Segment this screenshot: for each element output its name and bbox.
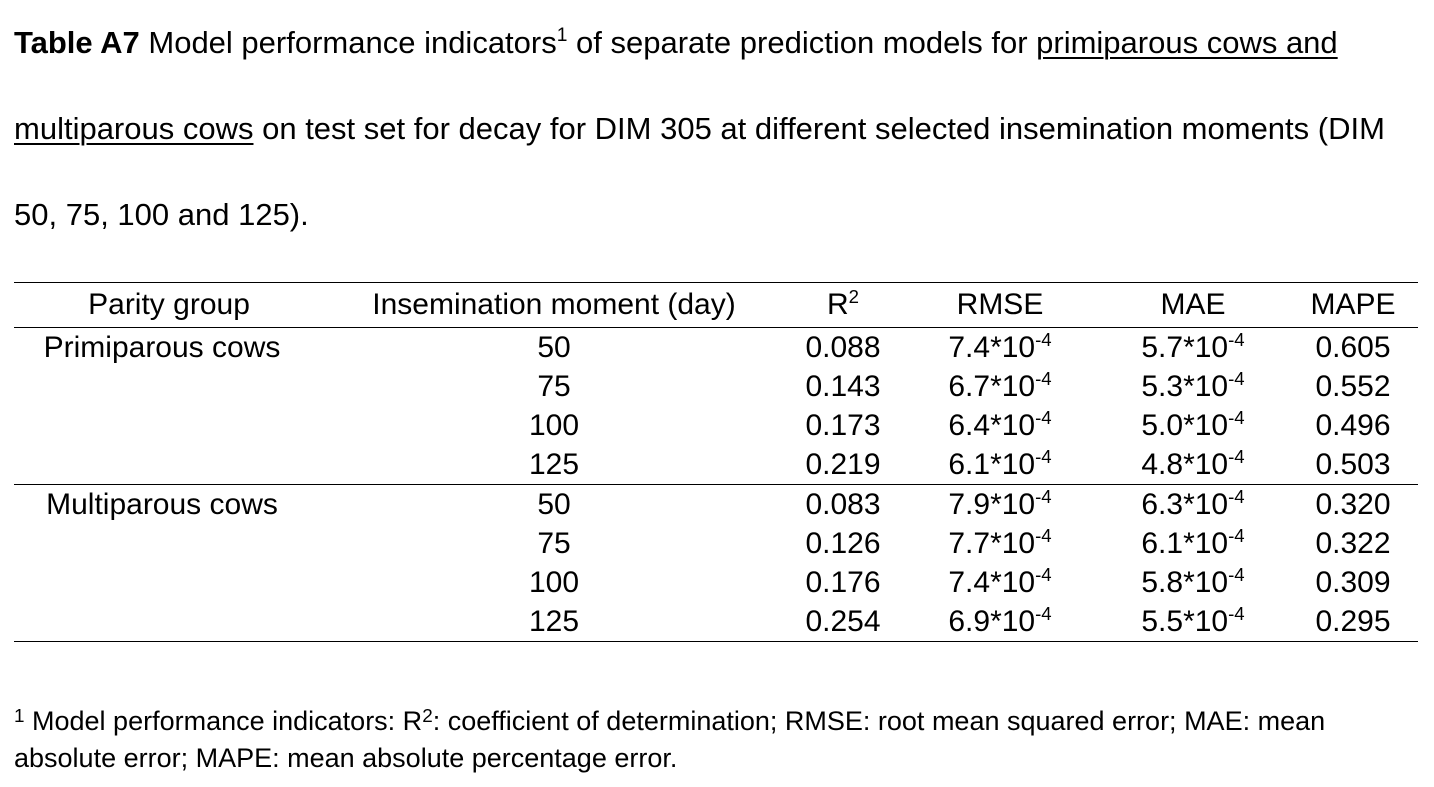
table-row: 100 0.176 7.4*10-4 5.8*10-4 0.309 xyxy=(14,563,1418,602)
caption-footnote-marker: 1 xyxy=(556,25,568,47)
caption-text-end: on test set for decay for DIM 305 at dif… xyxy=(14,111,1385,232)
parity-group-empty xyxy=(14,524,324,563)
insemination-moment-cell: 125 xyxy=(528,605,580,638)
footnote-text: Model performance indicators: R xyxy=(24,706,423,736)
insemination-moment-cell: 75 xyxy=(537,527,571,560)
r2-cell: 0.088 xyxy=(805,331,881,364)
parity-group-empty xyxy=(14,563,324,602)
mae-cell: 5.8*10-4 xyxy=(1141,563,1245,599)
footnote-text-continued: : coefficient of determination; RMSE: ro… xyxy=(14,706,1326,773)
rmse-cell: 6.1*10-4 xyxy=(948,445,1052,481)
table-row: Primiparous cows 50 0.088 7.4*10-4 5.7*1… xyxy=(14,328,1418,368)
insemination-moment-cell: 50 xyxy=(537,488,571,521)
table-row: 125 0.219 6.1*10-4 4.8*10-4 0.503 xyxy=(14,445,1418,485)
caption-underlined-text: primiparous cows and multiparous cows xyxy=(14,25,1338,146)
mae-cell: 4.8*10-4 xyxy=(1141,445,1245,481)
table-row: 100 0.173 6.4*10-4 5.0*10-4 0.496 xyxy=(14,406,1418,445)
parity-group-empty xyxy=(14,406,324,445)
parity-group-empty xyxy=(14,602,324,642)
r2-cell: 0.254 xyxy=(805,605,881,638)
header-rmse: RMSE xyxy=(956,288,1044,321)
table-row: Multiparous cows 50 0.083 7.9*10-4 6.3*1… xyxy=(14,485,1418,525)
insemination-moment-cell: 75 xyxy=(537,370,571,403)
header-insemination-moment: Insemination moment (day) xyxy=(372,288,736,321)
r2-cell: 0.083 xyxy=(805,488,881,521)
insemination-moment-cell: 100 xyxy=(528,409,580,442)
table-row: 75 0.143 6.7*10-4 5.3*10-4 0.552 xyxy=(14,367,1418,406)
r2-cell: 0.126 xyxy=(805,527,881,560)
mape-cell: 0.552 xyxy=(1315,370,1391,403)
caption-text-continued: of separate prediction models for xyxy=(567,25,1037,60)
caption-text: Model performance indicators xyxy=(139,25,557,60)
parity-group-empty xyxy=(14,445,324,485)
header-mae: MAE xyxy=(1160,288,1226,321)
mape-cell: 0.320 xyxy=(1315,488,1391,521)
table-header-row: Parity group Insemination moment (day) R… xyxy=(14,282,1418,328)
performance-table: Parity group Insemination moment (day) R… xyxy=(14,282,1418,642)
footnote-marker: 1 xyxy=(14,705,25,727)
header-mape: MAPE xyxy=(1310,288,1396,321)
footnote-r2-superscript: 2 xyxy=(422,705,433,727)
table-footnote: 1 Model performance indicators: R2: coef… xyxy=(14,703,1424,777)
parity-group-label: Primiparous cows xyxy=(43,331,281,364)
r2-cell: 0.219 xyxy=(805,448,881,481)
group-multiparous: Multiparous cows 50 0.083 7.9*10-4 6.3*1… xyxy=(14,485,1418,642)
header-parity-group: Parity group xyxy=(88,288,250,321)
mae-cell: 6.3*10-4 xyxy=(1141,485,1245,521)
r2-cell: 0.143 xyxy=(805,370,881,403)
table-row: 125 0.254 6.9*10-4 5.5*10-4 0.295 xyxy=(14,602,1418,642)
rmse-cell: 7.7*10-4 xyxy=(948,524,1052,560)
insemination-moment-cell: 100 xyxy=(528,566,580,599)
rmse-cell: 7.4*10-4 xyxy=(948,563,1052,599)
mape-cell: 0.322 xyxy=(1315,527,1391,560)
mae-cell: 5.5*10-4 xyxy=(1141,602,1245,638)
table-row: 75 0.126 7.7*10-4 6.1*10-4 0.322 xyxy=(14,524,1418,563)
rmse-cell: 6.9*10-4 xyxy=(948,602,1052,638)
r2-cell: 0.173 xyxy=(805,409,881,442)
mae-cell: 5.7*10-4 xyxy=(1141,328,1245,364)
mae-cell: 5.0*10-4 xyxy=(1141,406,1245,442)
mape-cell: 0.295 xyxy=(1315,605,1391,638)
group-primiparous: Primiparous cows 50 0.088 7.4*10-4 5.7*1… xyxy=(14,328,1418,485)
rmse-cell: 7.9*10-4 xyxy=(948,485,1052,521)
mae-cell: 6.1*10-4 xyxy=(1141,524,1245,560)
insemination-moment-cell: 50 xyxy=(537,331,571,364)
table-caption: Table A7 Model performance indicators1 o… xyxy=(14,0,1424,258)
table-label: Table A7 xyxy=(14,25,140,60)
rmse-cell: 6.4*10-4 xyxy=(948,406,1052,442)
r2-cell: 0.176 xyxy=(805,566,881,599)
parity-group-empty xyxy=(14,367,324,406)
insemination-moment-cell: 125 xyxy=(528,448,580,481)
mape-cell: 0.605 xyxy=(1315,331,1391,364)
rmse-cell: 6.7*10-4 xyxy=(948,367,1052,403)
mape-cell: 0.503 xyxy=(1315,448,1391,481)
mape-cell: 0.309 xyxy=(1315,566,1391,599)
mae-cell: 5.3*10-4 xyxy=(1141,367,1245,403)
header-r2: R2 xyxy=(826,285,859,321)
rmse-cell: 7.4*10-4 xyxy=(948,328,1052,364)
mape-cell: 0.496 xyxy=(1315,409,1391,442)
parity-group-label: Multiparous cows xyxy=(46,488,278,521)
